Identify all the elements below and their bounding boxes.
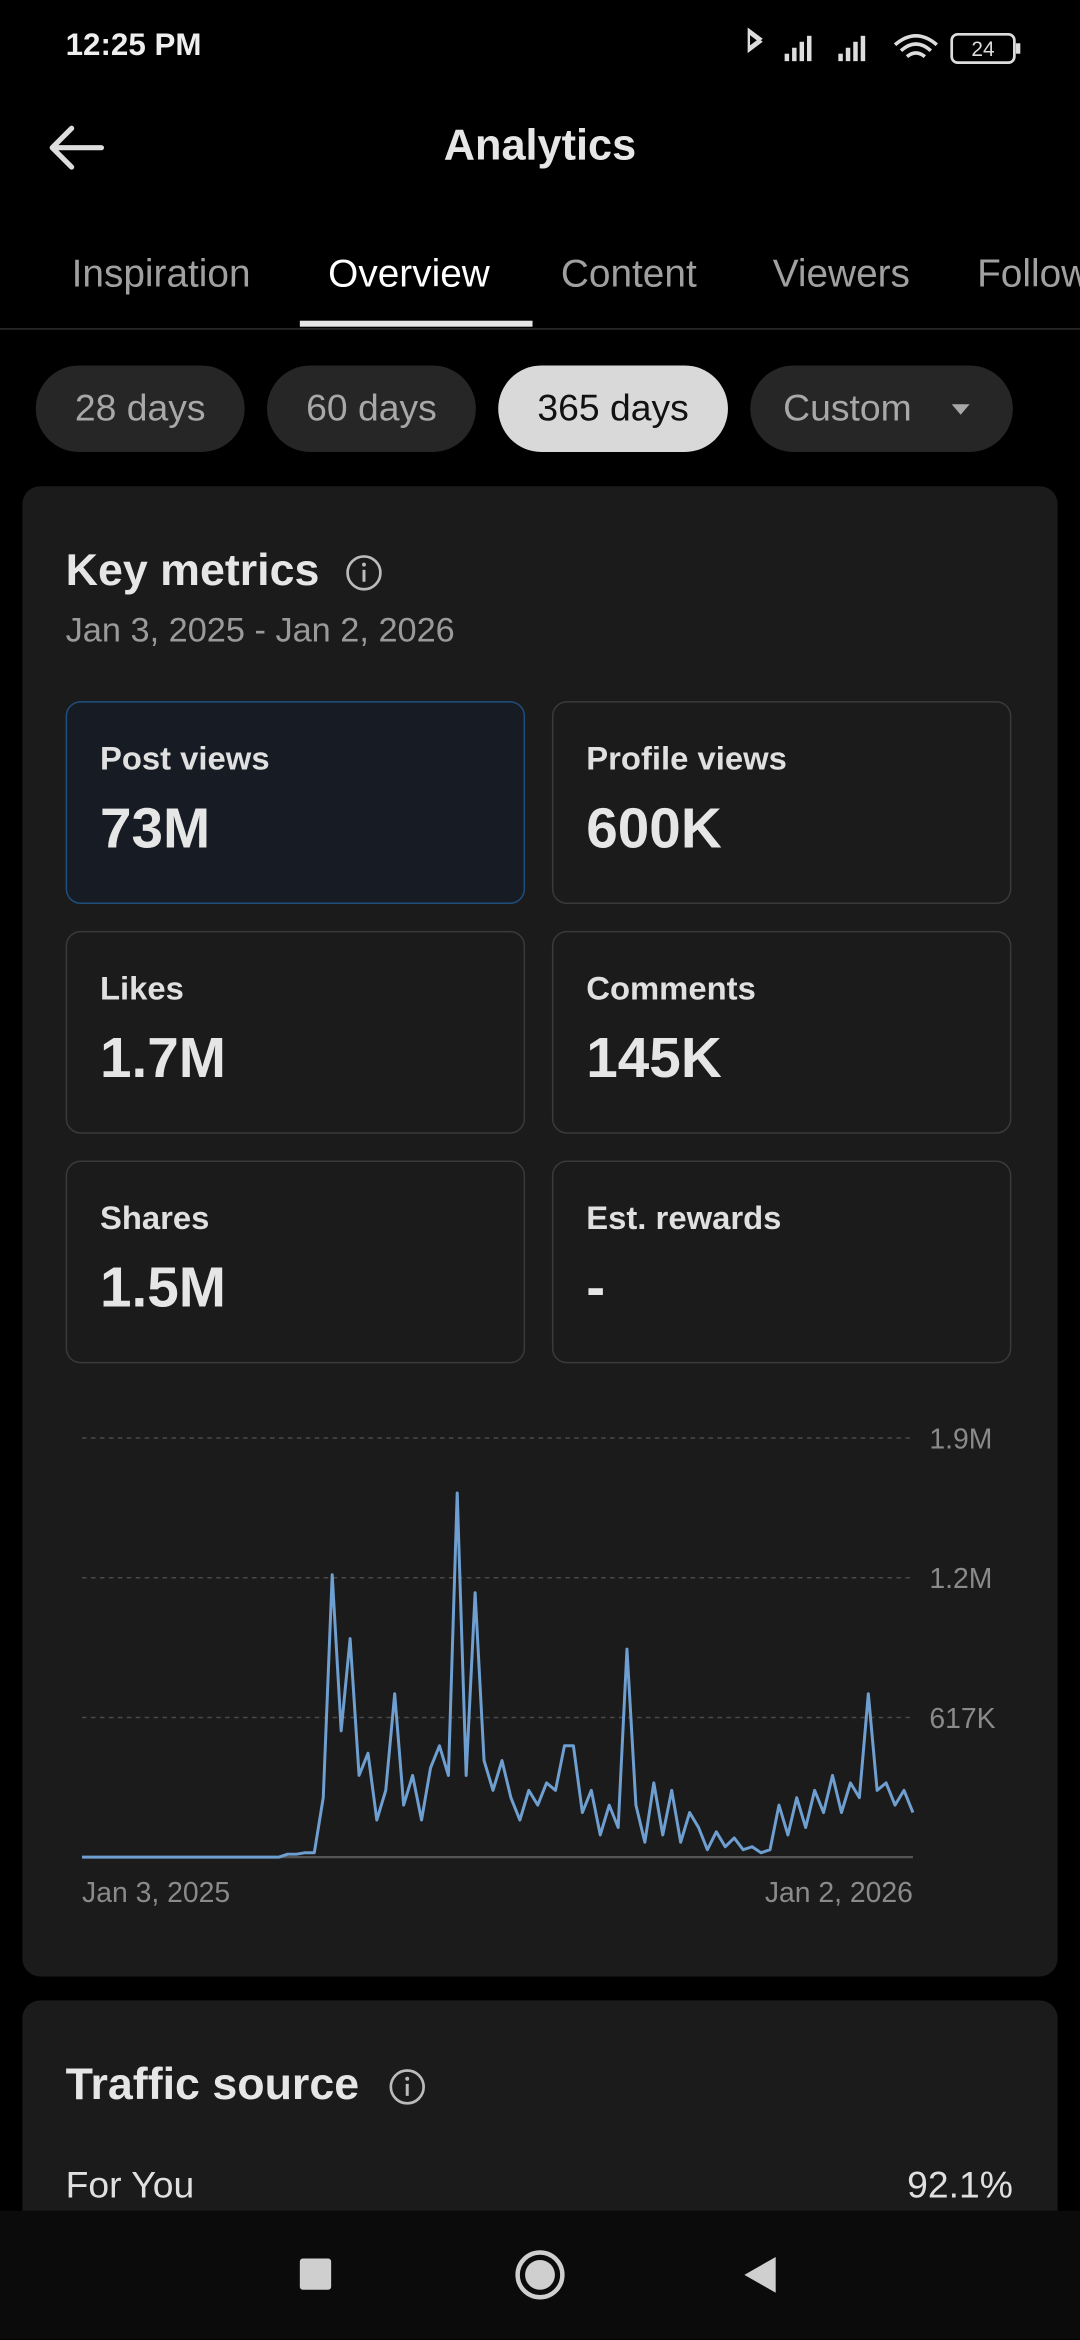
battery-tip: [1015, 43, 1021, 54]
status-time: 12:25 PM: [65, 28, 202, 63]
tab[interactable]: Viewers: [772, 250, 910, 296]
metric-card[interactable]: Est. rewards -: [551, 1160, 1012, 1364]
metric-value: 600K: [586, 798, 722, 861]
filter-chip[interactable]: Custom: [750, 365, 1013, 452]
traffic-value: 92.1%: [907, 2164, 1013, 2207]
tab[interactable]: Followers: [977, 250, 1080, 296]
divider: [0, 328, 1080, 330]
status-icons: 24: [747, 27, 1021, 64]
metric-card[interactable]: Comments 145K: [551, 930, 1012, 1134]
metric-value: 73M: [99, 798, 211, 861]
line-chart: 617K 1.2M 1.9M Jan 3, 2025 Jan 2, 2026: [82, 1423, 996, 1909]
battery-icon: [950, 32, 1016, 64]
page-title: Analytics: [443, 122, 637, 171]
metric-label: Profile views: [586, 739, 787, 778]
tab[interactable]: Content: [560, 250, 697, 296]
y-tick-label: 1.2M: [929, 1563, 992, 1595]
battery-level: 24: [971, 38, 994, 61]
y-tick-label: 617K: [929, 1703, 995, 1735]
metric-card[interactable]: Shares 1.5M: [65, 1160, 526, 1364]
signal-icon: [838, 35, 866, 62]
back-button[interactable]: [45, 119, 111, 179]
metric-value: -: [586, 1257, 606, 1321]
key-metrics-card: Key metrics Jan 3, 2025 - Jan 2, 2026 Po…: [22, 486, 1058, 1977]
filter-chip[interactable]: 60 days: [267, 365, 476, 452]
metric-label: Est. rewards: [586, 1199, 782, 1237]
traffic-label: For You: [65, 2164, 195, 2207]
tab[interactable]: Inspiration: [71, 250, 251, 296]
tab-indicator: [299, 320, 533, 327]
info-icon[interactable]: [345, 553, 384, 592]
filter-chip[interactable]: 28 days: [35, 365, 245, 452]
metric-label: Shares: [99, 1199, 210, 1237]
metric-card-selected[interactable]: Post views 73M: [65, 701, 526, 904]
filter-label: Custom: [783, 387, 912, 430]
metric-card[interactable]: Likes 1.7M: [65, 930, 526, 1134]
metric-label: Likes: [99, 969, 184, 1007]
metric-value: 1.5M: [99, 1257, 226, 1321]
dropdown-icon: [951, 404, 970, 415]
metric-value: 1.7M: [99, 1027, 226, 1091]
metric-value: 145K: [586, 1027, 722, 1091]
y-tick-label: 1.9M: [929, 1423, 992, 1455]
metric-label: Post views: [99, 739, 270, 778]
metric-label: Comments: [586, 969, 756, 1007]
tab-bar: Inspiration Overview Content Viewers Fol…: [0, 209, 1080, 328]
section-title: Key metrics: [65, 545, 320, 596]
wifi-icon: [893, 34, 938, 59]
metric-card[interactable]: Profile views 600K: [551, 701, 1012, 904]
tab-selected[interactable]: Overview: [328, 250, 490, 296]
x-tick-label: Jan 2, 2026: [765, 1877, 913, 1909]
filter-chip-selected[interactable]: 365 days: [498, 365, 728, 452]
info-icon[interactable]: [388, 2068, 427, 2107]
data-line: [82, 1491, 915, 1859]
back-nav-button[interactable]: [741, 2255, 780, 2294]
recents-button[interactable]: [298, 2257, 334, 2293]
navigation-bar: [0, 2210, 1080, 2340]
signal-icon: [784, 35, 812, 62]
section-title: Traffic source: [65, 2060, 360, 2110]
bluetooth-icon: [747, 27, 763, 54]
date-range: Jan 3, 2025 - Jan 2, 2026: [65, 610, 455, 649]
x-tick-label: Jan 3, 2025: [82, 1877, 230, 1909]
home-button[interactable]: [512, 2247, 569, 2304]
